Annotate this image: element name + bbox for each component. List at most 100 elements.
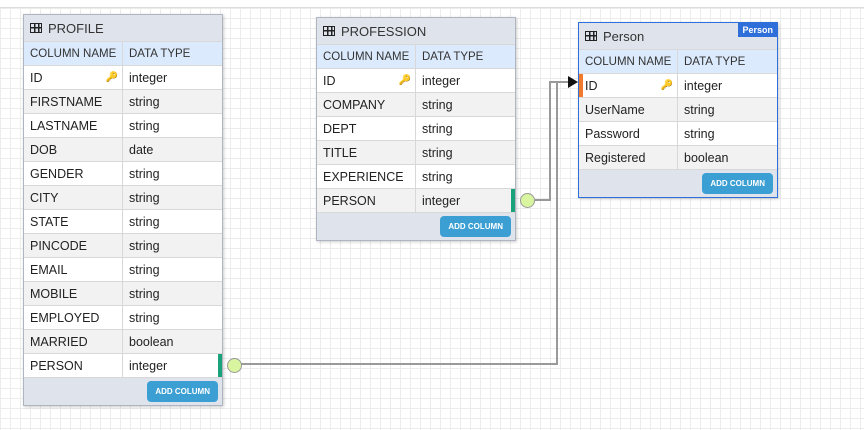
table-row[interactable]: CITY string: [24, 185, 222, 209]
table-row[interactable]: ID 🔑 integer: [24, 65, 222, 89]
table-row[interactable]: DOB date: [24, 137, 222, 161]
data-type[interactable]: integer: [684, 78, 723, 93]
table-row[interactable]: COMPANY string: [317, 92, 515, 116]
data-type[interactable]: string: [129, 94, 160, 109]
data-type[interactable]: string: [129, 214, 160, 229]
table-title: PROFILE: [48, 20, 104, 36]
table-row[interactable]: MOBILE string: [24, 281, 222, 305]
column-name-text: CITY: [30, 190, 59, 205]
column-name-header: COLUMN NAME: [24, 42, 123, 65]
table-row[interactable]: EXPERIENCE string: [317, 164, 515, 188]
data-type[interactable]: integer: [422, 73, 461, 88]
column-name-text: EXPERIENCE: [323, 169, 404, 184]
table-row[interactable]: FIRSTNAME string: [24, 89, 222, 113]
fk-marker: [218, 354, 222, 377]
data-type[interactable]: string: [129, 190, 160, 205]
column-name[interactable]: ID 🔑: [317, 69, 416, 92]
data-type[interactable]: string: [422, 169, 453, 184]
column-name-text: COMPANY: [323, 97, 386, 112]
add-column-button[interactable]: ADD COLUMN: [702, 173, 773, 194]
data-type[interactable]: string: [129, 310, 160, 325]
column-name[interactable]: ID 🔑: [579, 74, 678, 97]
add-column-button[interactable]: ADD COLUMN: [440, 216, 511, 237]
column-header-row: COLUMN NAME DATA TYPE: [24, 41, 222, 65]
column-name[interactable]: FIRSTNAME: [24, 90, 123, 113]
data-type[interactable]: string: [129, 166, 160, 181]
table-row[interactable]: DEPT string: [317, 116, 515, 140]
table-header[interactable]: PROFESSION: [317, 18, 515, 44]
column-name[interactable]: ID 🔑: [24, 66, 123, 89]
selected-badge: Person: [738, 23, 777, 37]
column-name-header: COLUMN NAME: [317, 45, 416, 68]
table-profile[interactable]: PROFILE COLUMN NAME DATA TYPE ID 🔑 integer FIR…: [23, 14, 242, 406]
table-row[interactable]: GENDER string: [24, 161, 222, 185]
add-column-button[interactable]: ADD COLUMN: [147, 381, 218, 402]
data-type[interactable]: string: [422, 121, 453, 136]
table-row[interactable]: STATE string: [24, 209, 222, 233]
column-name-text: Registered: [585, 150, 646, 165]
table-row[interactable]: UserName string: [579, 97, 777, 121]
column-name[interactable]: UserName: [579, 98, 678, 121]
column-name[interactable]: DOB: [24, 138, 123, 161]
table-row[interactable]: TITLE string: [317, 140, 515, 164]
column-name[interactable]: STATE: [24, 210, 123, 233]
table-row[interactable]: ID 🔑 integer: [317, 68, 515, 92]
column-name[interactable]: GENDER: [24, 162, 123, 185]
relation-connector-icon[interactable]: [227, 358, 242, 373]
data-type[interactable]: string: [422, 145, 453, 160]
column-name-text: MOBILE: [30, 286, 78, 301]
data-type[interactable]: integer: [129, 358, 168, 373]
column-name-text: DOB: [30, 142, 58, 157]
table-row[interactable]: Registered boolean: [579, 145, 777, 169]
arrow-head: [568, 76, 578, 88]
table-row[interactable]: PINCODE string: [24, 233, 222, 257]
table-title: PROFESSION: [341, 23, 427, 39]
table-header[interactable]: PROFILE: [24, 15, 222, 41]
column-name[interactable]: LASTNAME: [24, 114, 123, 137]
table-profession[interactable]: PROFESSION COLUMN NAME DATA TYPE ID 🔑 integer…: [316, 17, 535, 241]
column-name-text: PINCODE: [30, 238, 87, 253]
table-header[interactable]: Person: [579, 23, 777, 49]
data-type[interactable]: string: [129, 238, 160, 253]
key-icon: 🔑: [660, 80, 673, 91]
data-type[interactable]: string: [129, 286, 160, 301]
relation-connector-icon[interactable]: [520, 193, 535, 208]
data-type[interactable]: string: [422, 97, 453, 112]
column-name[interactable]: TITLE: [317, 141, 416, 164]
data-type[interactable]: string: [684, 126, 715, 141]
data-type[interactable]: boolean: [684, 150, 729, 165]
table-icon: [585, 31, 597, 41]
data-type[interactable]: string: [129, 262, 160, 277]
column-name[interactable]: COMPANY: [317, 93, 416, 116]
table-row[interactable]: EMAIL string: [24, 257, 222, 281]
column-name[interactable]: Password: [579, 122, 678, 145]
table-row[interactable]: ID 🔑 integer: [579, 73, 777, 97]
column-name-text: PERSON: [323, 193, 376, 208]
data-type[interactable]: date: [129, 142, 154, 157]
column-name[interactable]: EMAIL: [24, 258, 123, 281]
table-row[interactable]: PERSON integer: [24, 353, 242, 377]
column-name[interactable]: EXPERIENCE: [317, 165, 416, 188]
data-type[interactable]: string: [129, 118, 160, 133]
column-name[interactable]: CITY: [24, 186, 123, 209]
data-type[interactable]: integer: [422, 193, 461, 208]
table-row[interactable]: EMPLOYED string: [24, 305, 222, 329]
data-type-header: DATA TYPE: [422, 50, 484, 63]
table-row[interactable]: LASTNAME string: [24, 113, 222, 137]
table-person[interactable]: Person Person COLUMN NAME DATA TYPE ID 🔑 integ…: [578, 22, 778, 198]
data-type[interactable]: string: [684, 102, 715, 117]
data-type[interactable]: integer: [129, 70, 168, 85]
column-name[interactable]: DEPT: [317, 117, 416, 140]
column-name[interactable]: EMPLOYED: [24, 306, 123, 329]
table-row[interactable]: PERSON integer: [317, 188, 535, 212]
column-name[interactable]: MOBILE: [24, 282, 123, 305]
relation-profession-person[interactable]: [535, 81, 570, 201]
column-name[interactable]: PINCODE: [24, 234, 123, 257]
data-type[interactable]: boolean: [129, 334, 174, 349]
table-row[interactable]: MARRIED boolean: [24, 329, 222, 353]
column-name[interactable]: Registered: [579, 146, 678, 169]
column-name[interactable]: MARRIED: [24, 330, 123, 353]
column-name[interactable]: PERSON: [24, 354, 123, 377]
column-name[interactable]: PERSON: [317, 189, 416, 212]
table-row[interactable]: Password string: [579, 121, 777, 145]
